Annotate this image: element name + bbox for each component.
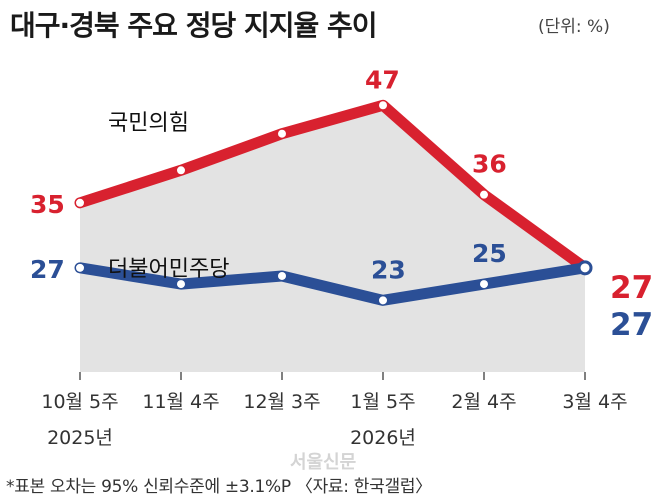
area-fill	[80, 105, 585, 373]
data-point	[278, 129, 286, 138]
data-label: 36	[472, 150, 507, 179]
data-label: 47	[365, 65, 400, 94]
end-label-ppp: 27	[610, 270, 653, 306]
footnote: *표본 오차는 95% 신뢰수준에 ±3.1%P 〈자료: 한국갤럽〉	[6, 477, 432, 497]
series-line-dpk	[74, 262, 591, 306]
series-name-dpk: 더불어민주당	[108, 257, 229, 282]
end-label-dpk: 27	[610, 307, 653, 343]
data-point	[379, 296, 387, 305]
data-point	[480, 190, 488, 199]
data-point	[177, 280, 185, 289]
chart-title: 대구·경북 주요 정당 지지율 추이	[10, 9, 378, 42]
data-point	[379, 101, 387, 110]
x-year-label: 2025년	[47, 427, 113, 449]
x-tick-label: 10월 5주	[41, 391, 118, 413]
x-tick-label: 3월 4주	[562, 391, 627, 413]
x-year-label: 2026년	[350, 427, 416, 449]
data-label: 23	[371, 255, 406, 284]
data-point	[76, 263, 84, 272]
series-name-ppp: 국민의힘	[108, 111, 189, 136]
x-tick-label: 1월 5주	[350, 391, 415, 413]
data-label: 27	[30, 255, 65, 284]
watermark: 서울신문	[290, 452, 357, 473]
series-line-ppp	[74, 99, 591, 274]
data-label: 35	[30, 190, 65, 219]
data-point	[76, 198, 84, 207]
data-label: 25	[472, 239, 507, 268]
data-point	[177, 166, 185, 175]
x-tick-label: 11월 4주	[142, 391, 219, 413]
x-tick-label: 2월 4주	[451, 391, 516, 413]
data-point	[480, 280, 488, 289]
x-tick-label: 12월 3주	[243, 391, 320, 413]
data-point	[278, 271, 286, 280]
data-point	[577, 260, 593, 276]
unit-label: (단위: %)	[538, 17, 610, 37]
